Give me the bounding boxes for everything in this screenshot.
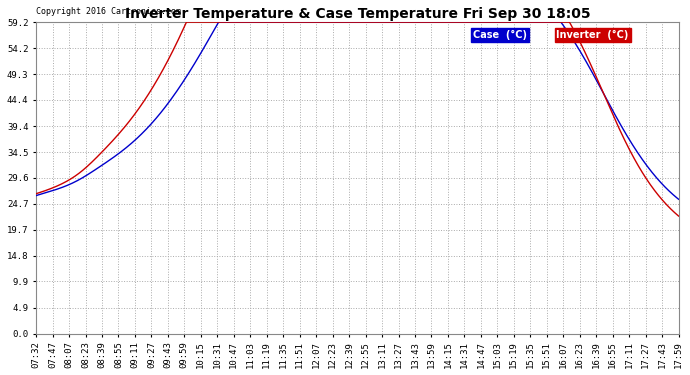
Text: Case  (°C): Case (°C): [473, 30, 527, 40]
Title: Inverter Temperature & Case Temperature Fri Sep 30 18:05: Inverter Temperature & Case Temperature …: [124, 7, 590, 21]
Text: Copyright 2016 Cartronics.com: Copyright 2016 Cartronics.com: [36, 7, 181, 16]
Text: Inverter  (°C): Inverter (°C): [557, 30, 629, 40]
